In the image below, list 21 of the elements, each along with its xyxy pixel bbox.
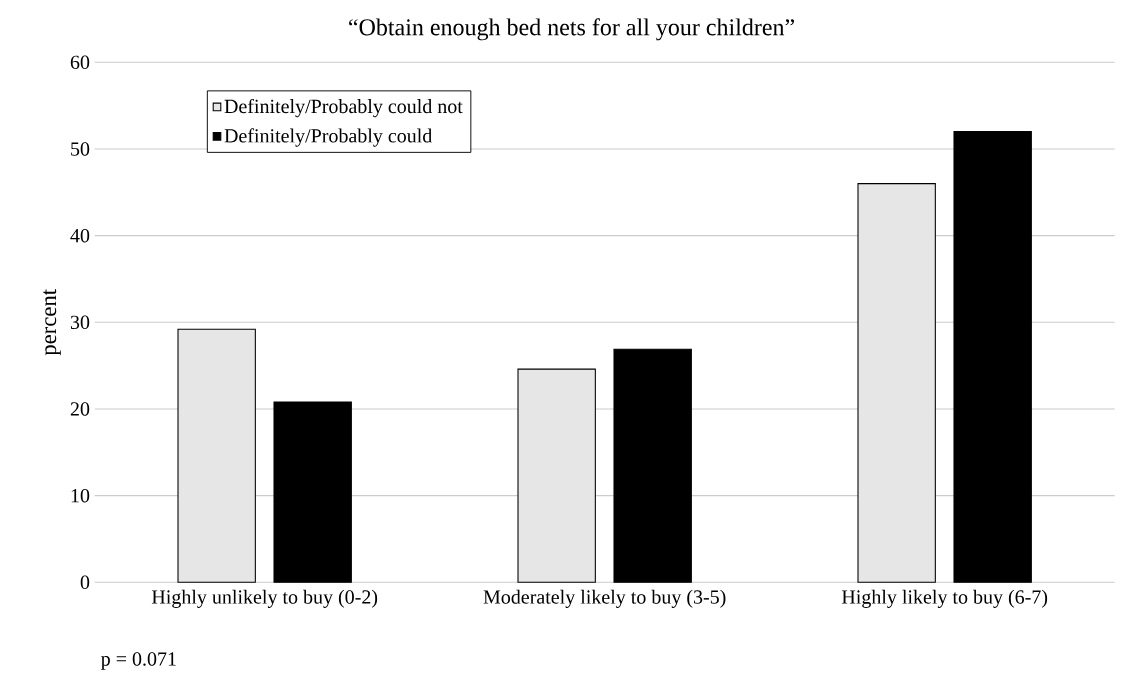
bar [517,368,596,583]
y-tick-label: 0 [80,575,90,590]
bar [273,401,352,583]
text: p = 0.071 [101,652,176,670]
legend-label: Definitely/Probably could not [224,98,463,118]
x-tick-label: Highly unlikely to buy (0-2) [151,589,378,608]
bar [857,183,936,583]
y-tick-label: 60 [70,55,90,70]
y-tick-label: 50 [71,142,90,156]
bar [953,131,1032,583]
y-tick-label: 30 [70,315,90,330]
y-tick-label: 20 [70,402,90,416]
x-tick-label: Moderately likely to buy (3-5) [483,589,726,608]
bar [613,348,692,583]
x-tick-label: Highly likely to buy (6-7) [841,589,1048,608]
y-tick-label: 10 [71,488,90,503]
y-axis-title: percent [43,289,61,356]
legend-label: Definitely/Probably could [224,128,433,147]
chart-title: “Obtain enough bed nets for all your children” [349,18,794,41]
bar [177,328,256,583]
y-tick-label: 40 [70,228,90,243]
